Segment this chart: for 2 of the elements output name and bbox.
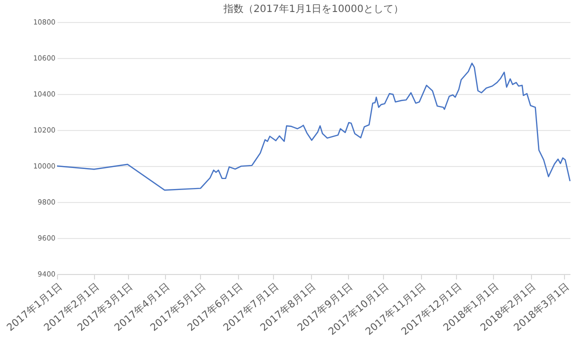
line-series [56, 62, 571, 191]
chart-title: 指数（2017年1月1日を10000として） [222, 3, 404, 15]
